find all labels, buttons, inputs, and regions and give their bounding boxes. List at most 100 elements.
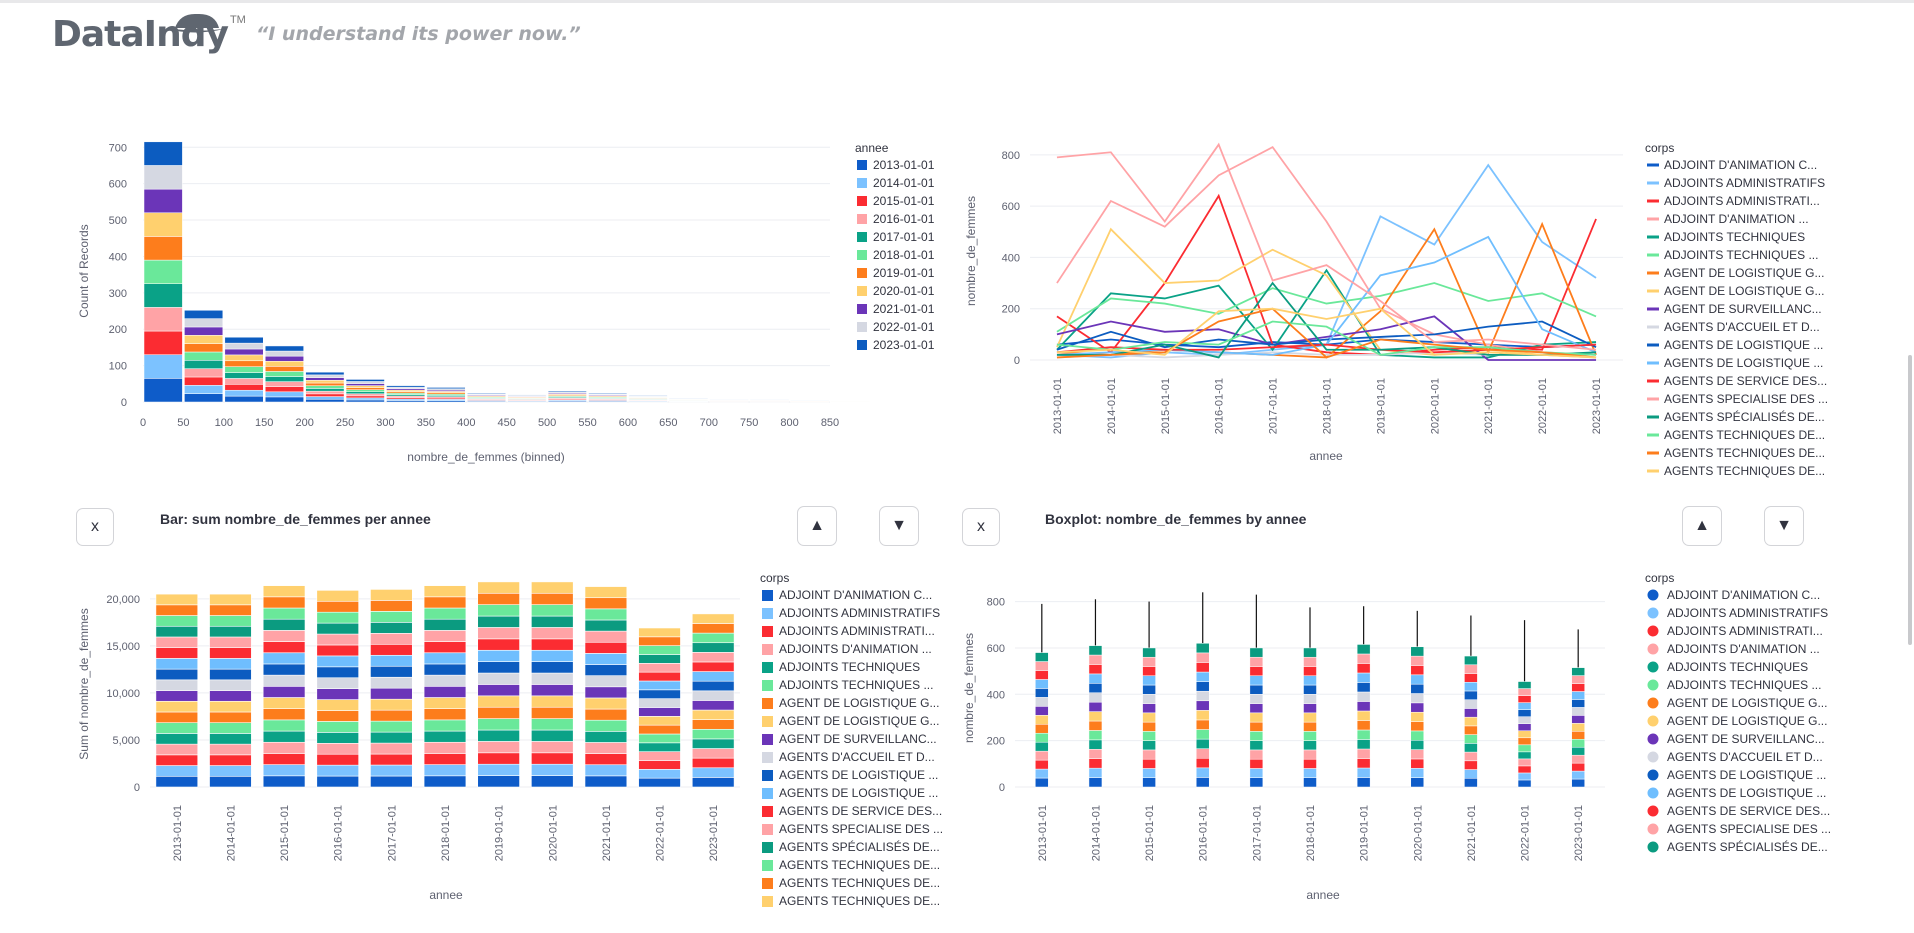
histogram-bar-segment (224, 378, 264, 385)
boxplot-box-segment (1517, 765, 1532, 774)
legend-swatch (1646, 768, 1660, 782)
boxplot-box-segment (1571, 715, 1585, 724)
line-series (1056, 320, 1597, 351)
stacked-bar-segment (316, 633, 359, 646)
histogram-bar-segment (143, 141, 183, 166)
boxplot-chart[interactable]: 0 200 400 600 800 2013-01-01 2014-01-01 2015-01… (955, 560, 1905, 925)
x-tick-label: 2018-01-01 (440, 805, 452, 861)
stacked-bar-segment (584, 597, 628, 610)
stacked-bar-segment (584, 708, 628, 721)
move-up-box-panel-button[interactable]: ▲ (1682, 506, 1722, 546)
x-tick-label: 400 (457, 417, 475, 429)
boxplot-box-segment (1303, 694, 1317, 704)
close-box-panel-button[interactable]: x (962, 508, 1000, 546)
boxplot-box-segment (1571, 683, 1585, 692)
stacked-bar-segment (691, 757, 735, 769)
boxplot-box-segment (1517, 751, 1532, 760)
boxplot-box-segment (1249, 684, 1264, 695)
stacked-bar-segment (155, 615, 199, 627)
x-tick-label: 200 (295, 417, 313, 429)
legend-item-label: ADJOINTS TECHNIQUES (1664, 230, 1805, 244)
legend-swatch (857, 340, 867, 350)
legend-item-label: 2018-01-01 (873, 248, 935, 262)
line-series (1056, 320, 1597, 356)
histogram-bar-segment (143, 307, 183, 332)
move-up-bar-panel-button[interactable]: ▲ (797, 506, 837, 546)
x-tick-label: 2022-01-01 (655, 805, 667, 861)
y-tick-label: 300 (109, 288, 127, 300)
legend-swatch (762, 770, 773, 781)
boxplot-box-segment (1571, 739, 1585, 748)
stacked-bar-segment (477, 661, 520, 674)
legend-item-label: AGENT DE SURVEILLANC... (779, 732, 937, 746)
legend-item-label: ADJOINTS D'ANIMATION ... (779, 642, 932, 656)
move-down-box-panel-button[interactable]: ▼ (1764, 506, 1804, 546)
legend-item-label: ADJOINT D'ANIMATION C... (1664, 158, 1817, 172)
stacked-bar-segment (531, 672, 574, 685)
stacked-bar-segment (691, 680, 735, 692)
boxplot-box-segment (1410, 655, 1425, 666)
x-axis-label: annee (1306, 888, 1340, 902)
histogram-bar-segment (184, 318, 224, 328)
move-down-bar-panel-button[interactable]: ▼ (879, 506, 919, 546)
stacked-bar-segment (155, 625, 199, 638)
stacked-bar-segment (423, 730, 467, 743)
boxplot-box-segment (1410, 665, 1425, 676)
legend-swatch (762, 662, 773, 673)
stacked-bar-segment (638, 636, 681, 646)
line-series (1056, 307, 1597, 359)
stacked-bar-segment (209, 700, 252, 713)
boxplot-box-segment (1142, 768, 1156, 778)
histogram-bar-segment (264, 371, 304, 377)
stacked-bar-svg: 0 5,000 10,000 15,000 20,000 2013-01-01 2014-0… (77, 571, 943, 908)
y-tick-label: 200 (109, 324, 127, 336)
stacked-bar-segment (584, 686, 628, 699)
legend-swatch (762, 626, 773, 637)
boxplot-box-segment (1410, 777, 1425, 788)
stacked-bar-segment (370, 676, 413, 689)
page-scrollbar[interactable] (1908, 355, 1912, 645)
stacked-bar-segment (370, 643, 413, 656)
stacked-bar-segment (638, 742, 681, 752)
histogram-bar-segment (507, 394, 547, 396)
line-chart[interactable]: 0 200 400 600 800 2013-01-01 2014-01-01 2015-01… (955, 120, 1905, 485)
stacked-bar-segment (638, 716, 681, 726)
histogram-bar-segment (143, 330, 183, 355)
stacked-bar-chart[interactable]: 0 5,000 10,000 15,000 20,000 2013-01-01 2014-0… (0, 560, 955, 925)
stacked-bar-segment (423, 663, 467, 676)
boxplot-box-segment (1195, 700, 1210, 711)
boxplot-box-segment (1517, 702, 1532, 710)
boxplot-box-segment (1195, 767, 1210, 778)
histogram-bar-segment (224, 389, 264, 397)
legend-swatch (1646, 786, 1660, 800)
line-chart-svg: 0 200 400 600 800 2013-01-01 2014-01-01 2015-01… (964, 141, 1828, 478)
stacked-bar-segment (423, 775, 467, 788)
boxplot-box-segment (1088, 664, 1103, 675)
legend-swatch (857, 178, 867, 188)
boxplot-box-segment (1142, 684, 1156, 695)
boxplot-box-segment (1088, 730, 1103, 741)
boxplot-box-segment (1571, 699, 1585, 708)
x-tick-label: 2020-01-01 (1412, 805, 1424, 861)
histogram-chart[interactable]: 0 100 200 300 400 500 600 700 0 50 100 150 200 250 300… (0, 120, 960, 480)
stacked-bar-segment (316, 753, 359, 766)
stacked-bar-segment (477, 615, 520, 628)
stacked-bar-segment (531, 638, 574, 651)
y-tick-label: 400 (1002, 252, 1020, 264)
legend-item-label: AGENTS TECHNIQUES DE... (779, 876, 940, 890)
boxplot-box-segment (1464, 699, 1478, 709)
histogram-bar-segment (305, 382, 345, 386)
boxplot-box-segment (1410, 711, 1425, 722)
legend-swatch (762, 716, 773, 727)
boxplot-box-segment (1571, 691, 1585, 700)
close-bar-panel-button[interactable]: x (76, 508, 114, 546)
legend-item-label: AGENTS SPÉCIALISÉS DE... (1664, 409, 1825, 424)
histogram-bar-segment (264, 366, 304, 372)
stacked-bar-segment (691, 652, 735, 663)
stacked-bar-segment (262, 686, 306, 698)
histogram-bar-segment (345, 393, 385, 397)
stacked-bar-segment (691, 719, 735, 730)
stacked-bar-segment (209, 625, 252, 638)
legend-item-label: ADJOINTS ADMINISTRATI... (779, 624, 935, 638)
x-tick-label: 650 (659, 417, 677, 429)
